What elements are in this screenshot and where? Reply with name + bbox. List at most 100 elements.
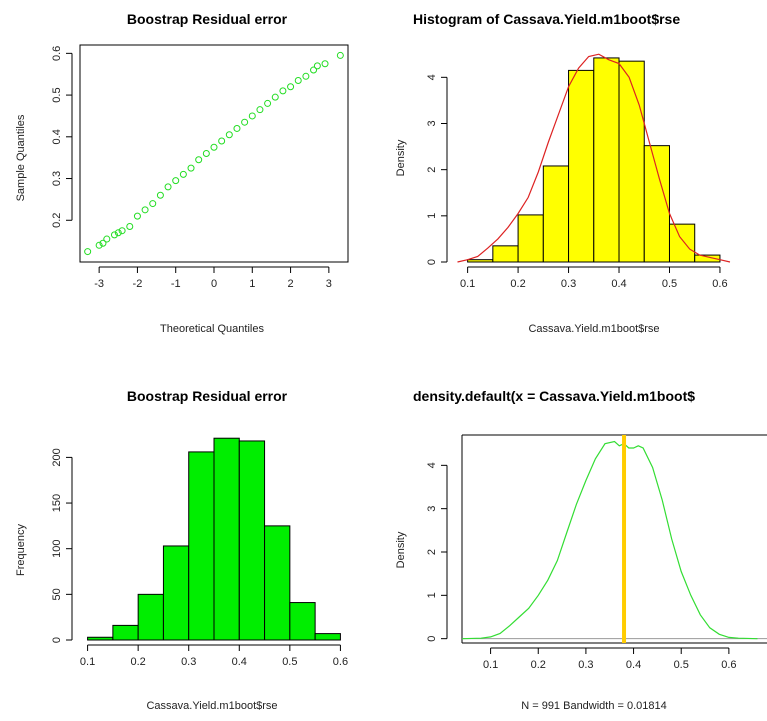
y-tick-label: 0 [426, 636, 438, 642]
histogram-bar [694, 254, 721, 263]
density-curve-line [457, 53, 731, 263]
y-tick-label: 0.2 [51, 213, 63, 228]
frequency-histogram-title: Boostrap Residual error [127, 388, 288, 404]
frequency-histogram-ylabel: Frequency [15, 524, 27, 576]
y-tick-label: 150 [51, 494, 63, 512]
x-tick-label: 0.3 [181, 656, 196, 668]
qq-point [241, 118, 249, 126]
qq-point [187, 164, 195, 172]
x-tick-label: 0.2 [131, 656, 146, 668]
qq-point [225, 131, 233, 139]
y-tick-label: 4 [426, 74, 438, 80]
qq-point [310, 66, 318, 74]
x-tick-label: 0.1 [483, 659, 498, 671]
x-tick-label: 0.1 [460, 278, 475, 290]
qq-point [172, 177, 180, 185]
y-tick-label: 0 [51, 637, 63, 643]
qq-point [141, 206, 149, 214]
histogram-bar [517, 214, 544, 263]
histogram-bar [238, 440, 266, 641]
qq-point [149, 200, 157, 208]
density-histogram-title: Histogram of Cassava.Yield.m1boot$rse [413, 11, 680, 27]
histogram-bar [467, 259, 494, 263]
histogram-bar [264, 525, 291, 641]
qq-point [99, 239, 107, 247]
qq-point [133, 212, 141, 220]
qq-point [126, 223, 134, 231]
frequency-histogram-panel: Boostrap Residual error Cassava.Yield.m1… [15, 388, 348, 712]
x-tick-label: 0.2 [531, 659, 546, 671]
density-histogram-ylabel: Density [395, 139, 407, 176]
histogram-bar [87, 636, 114, 641]
qq-point [114, 229, 122, 237]
x-tick-label: 1 [249, 278, 255, 290]
y-tick-label: 0.3 [51, 171, 63, 186]
y-tick-label: 0 [426, 259, 438, 265]
x-tick-label: 0 [211, 278, 217, 290]
x-tick-label: 3 [326, 278, 332, 290]
x-tick-label: 0.3 [561, 278, 576, 290]
histogram-bar [618, 60, 645, 263]
qq-point [195, 156, 203, 164]
density-histogram-xlabel: Cassava.Yield.m1boot$rse [528, 323, 659, 335]
histogram-bar [593, 57, 620, 263]
x-tick-label: 0.1 [80, 656, 95, 668]
qq-point [313, 62, 321, 70]
qq-point [103, 235, 111, 243]
y-tick-label: 200 [51, 448, 63, 466]
density-line [461, 440, 758, 640]
histogram-bar [492, 245, 519, 263]
qq-point [233, 124, 241, 132]
qq-point [248, 112, 256, 120]
x-tick-label: 0.4 [611, 278, 626, 290]
histogram-bar [137, 593, 164, 641]
qq-point [84, 248, 92, 256]
qq-point [294, 76, 302, 84]
histogram-bar [213, 437, 240, 641]
qq-point [264, 99, 272, 107]
qq-point [118, 227, 126, 235]
y-tick-label: 3 [426, 506, 438, 512]
qq-point [279, 87, 287, 95]
y-tick-label: 1 [426, 213, 438, 219]
x-tick-label: 0.4 [232, 656, 247, 668]
y-tick-label: 100 [51, 540, 63, 558]
qq-point [156, 191, 164, 199]
histogram-bar [289, 602, 316, 641]
x-tick-label: -2 [133, 278, 143, 290]
y-tick-label: 0.5 [51, 87, 63, 102]
histogram-bar [162, 545, 190, 641]
qq-point [202, 150, 210, 157]
qq-point [95, 241, 103, 249]
x-tick-label: 0.3 [578, 659, 593, 671]
y-tick-label: 4 [426, 462, 438, 468]
qq-point [164, 183, 172, 191]
density-curve-ylabel: Density [395, 531, 407, 568]
histogram-bar [112, 624, 139, 641]
qq-xlabel: Theoretical Quantiles [160, 323, 264, 335]
x-tick-label: 0.5 [674, 659, 689, 671]
histogram-bar [668, 223, 696, 263]
histogram-bar [542, 165, 570, 263]
x-tick-label: 0.6 [333, 656, 348, 668]
qq-point [179, 170, 187, 178]
qq-plot-panel: Boostrap Residual error Theoretical Quan… [15, 11, 349, 335]
qq-point [302, 72, 310, 80]
qq-point [336, 51, 344, 59]
qq-point [218, 137, 226, 145]
histogram-bar [643, 145, 670, 263]
histogram-bar [188, 451, 215, 641]
x-tick-label: 0.6 [712, 278, 727, 290]
x-tick-label: -1 [171, 278, 181, 290]
histogram-bar [568, 69, 595, 263]
y-tick-label: 0.6 [51, 46, 63, 61]
x-tick-label: 0.5 [662, 278, 677, 290]
x-tick-label: 2 [288, 278, 294, 290]
x-tick-label: 0.6 [721, 659, 736, 671]
y-tick-label: 2 [426, 549, 438, 555]
y-tick-label: 2 [426, 167, 438, 173]
density-curve-xlabel: N = 991 Bandwidth = 0.01814 [521, 700, 667, 712]
x-tick-label: -3 [94, 278, 104, 290]
qq-point [210, 143, 218, 151]
